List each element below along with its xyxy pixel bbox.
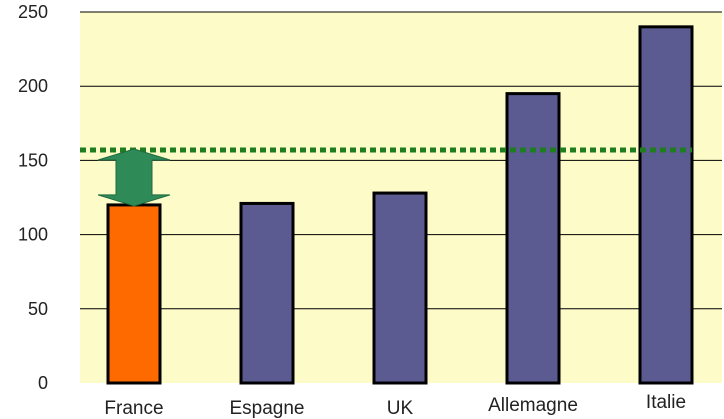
x-label-france: France — [104, 398, 163, 419]
x-axis-category-labels: France Espagne UK Allemagne Italie — [104, 392, 686, 419]
x-label-allemagne: Allemagne — [488, 395, 578, 416]
bar-allemagne — [505, 92, 561, 385]
x-label-italie: Italie — [646, 392, 686, 413]
bar-france — [106, 203, 162, 385]
y-tick-label-250: 250 — [18, 2, 48, 22]
y-tick-label-150: 150 — [18, 150, 48, 170]
y-axis-tick-labels: 0 50 100 150 200 250 — [18, 2, 48, 393]
y-tick-label-100: 100 — [18, 225, 48, 245]
bars — [106, 25, 694, 385]
gap-arrow — [97, 148, 171, 207]
x-label-espagne: Espagne — [229, 398, 304, 419]
gap-arrow-shape — [97, 148, 171, 207]
bar-espagne — [239, 201, 295, 385]
x-label-uk: UK — [387, 398, 414, 419]
y-tick-label-50: 50 — [28, 299, 48, 319]
y-tick-label-0: 0 — [38, 373, 48, 393]
bar-uk — [372, 191, 428, 385]
y-tick-label-200: 200 — [18, 76, 48, 96]
bar-italie — [638, 25, 694, 385]
